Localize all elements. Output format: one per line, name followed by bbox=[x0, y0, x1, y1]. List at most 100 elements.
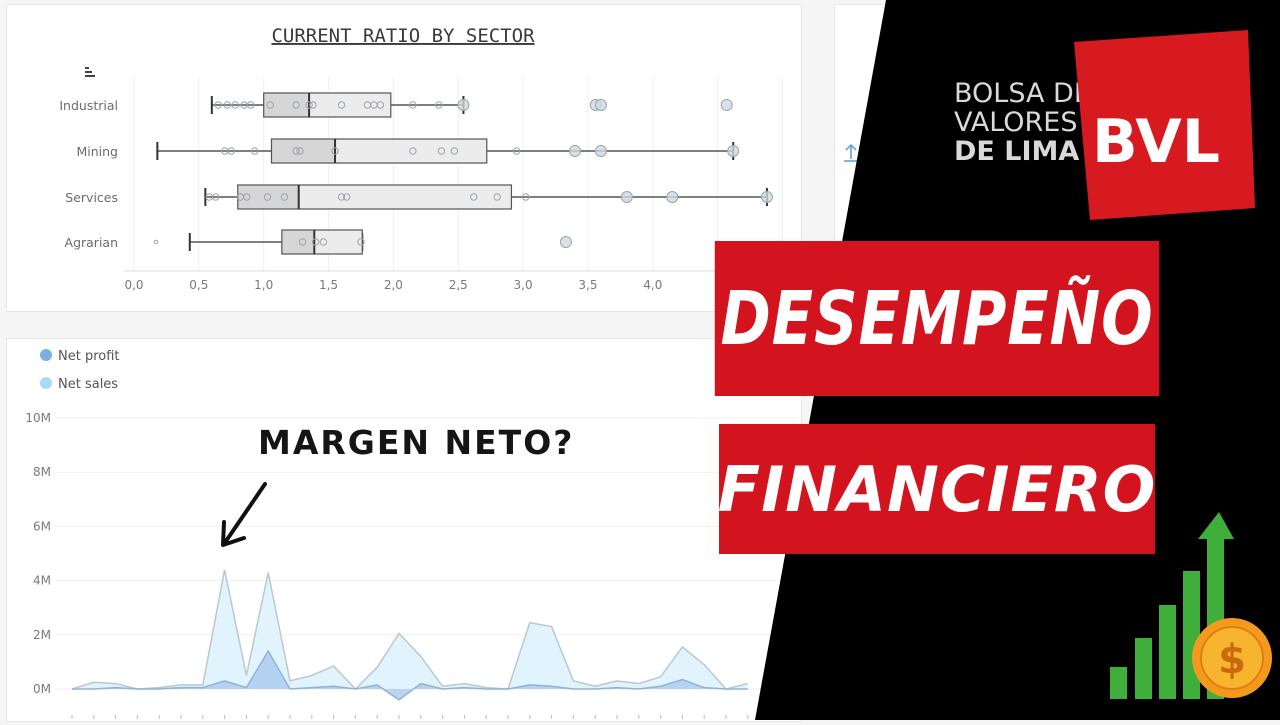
x-tick-label: 3,0 bbox=[514, 278, 533, 292]
box-upper bbox=[298, 184, 513, 210]
data-point[interactable] bbox=[512, 147, 521, 155]
data-point[interactable] bbox=[727, 145, 740, 157]
data-point[interactable] bbox=[292, 101, 300, 109]
category-label: Services bbox=[65, 190, 118, 205]
x-tick-label: 4,0 bbox=[643, 278, 662, 292]
x-tick-label: 0,0 bbox=[124, 278, 143, 292]
data-point[interactable] bbox=[298, 238, 307, 246]
upload-icon[interactable] bbox=[844, 143, 858, 162]
coin-icon: $ bbox=[1192, 618, 1272, 698]
legend-net-profit-marker bbox=[40, 349, 52, 361]
annotation-label: MARGEN NETO? bbox=[258, 423, 575, 462]
data-point[interactable] bbox=[243, 193, 251, 201]
data-point[interactable] bbox=[594, 145, 607, 157]
area-chart: Net profit Net sales 10M 8M 6M 4M 2M 0M bbox=[25, 349, 797, 719]
data-point[interactable] bbox=[280, 193, 289, 201]
data-point[interactable] bbox=[720, 99, 733, 111]
y-tick-label: 8M bbox=[33, 465, 51, 479]
data-point[interactable] bbox=[409, 101, 417, 109]
data-point[interactable] bbox=[666, 191, 679, 203]
logo-line-2: VALORES bbox=[954, 107, 1078, 138]
data-point[interactable] bbox=[250, 147, 259, 155]
data-point[interactable] bbox=[337, 193, 346, 201]
logo-line-1: BOLSA DE bbox=[954, 78, 1091, 109]
y-tick-label: 10M bbox=[25, 411, 51, 425]
data-point[interactable] bbox=[331, 147, 339, 155]
data-point[interactable] bbox=[212, 193, 220, 201]
data-point[interactable] bbox=[305, 101, 313, 109]
data-point[interactable] bbox=[227, 147, 235, 155]
data-point[interactable] bbox=[493, 193, 501, 201]
data-point[interactable] bbox=[296, 147, 304, 155]
data-point[interactable] bbox=[292, 147, 300, 155]
arrow-down-left-icon bbox=[221, 482, 267, 547]
data-point[interactable] bbox=[594, 99, 607, 111]
area-chart-panel: Net profit Net sales 10M 8M 6M 4M 2M 0M bbox=[6, 338, 802, 722]
bvl-logo: BOLSA DE VALORES DE LIMA BVL bbox=[954, 30, 1255, 220]
legend-net-sales[interactable]: Net sales bbox=[58, 377, 118, 392]
data-point[interactable] bbox=[231, 101, 239, 109]
boxplot-chart: CURRENT RATIO BY SECTOR 0,0 0,5 1,0 1,5 2,0 2… bbox=[59, 25, 797, 292]
data-point[interactable] bbox=[319, 238, 328, 246]
data-point[interactable] bbox=[760, 191, 773, 203]
sort-icon[interactable] bbox=[85, 67, 95, 77]
box-upper bbox=[334, 138, 488, 164]
category-label: Agrarian bbox=[65, 235, 118, 250]
y-tick-label: 6M bbox=[33, 519, 51, 533]
data-point[interactable] bbox=[437, 147, 446, 155]
data-point[interactable] bbox=[357, 238, 365, 246]
legend: Net profit Net sales bbox=[40, 349, 120, 392]
category-label: Mining bbox=[76, 144, 118, 159]
area-net-sales[interactable] bbox=[72, 569, 748, 689]
data-point[interactable] bbox=[343, 193, 351, 201]
data-point[interactable] bbox=[223, 101, 232, 109]
logo-mark: BVL bbox=[1092, 107, 1220, 177]
x-tick-label: 1,5 bbox=[319, 278, 338, 292]
data-point[interactable] bbox=[568, 145, 581, 157]
data-point[interactable] bbox=[409, 147, 417, 155]
data-point[interactable] bbox=[214, 101, 223, 109]
x-tick-label: 3,5 bbox=[578, 278, 597, 292]
data-point[interactable] bbox=[559, 236, 572, 248]
legend-net-profit[interactable]: Net profit bbox=[58, 349, 120, 364]
y-tick-label: 4M bbox=[33, 574, 51, 588]
x-tick-label: 1,0 bbox=[254, 278, 273, 292]
logo-red-square bbox=[1074, 30, 1255, 220]
data-point[interactable] bbox=[620, 191, 633, 203]
data-point[interactable] bbox=[153, 239, 159, 245]
y-tick-label: 2M bbox=[33, 628, 51, 642]
data-point[interactable] bbox=[376, 101, 385, 109]
coin-symbol: $ bbox=[1218, 637, 1246, 683]
box-services[interactable] bbox=[204, 184, 773, 210]
boxplot-panel: CURRENT RATIO BY SECTOR 0,0 0,5 1,0 1,5 2,0 2… bbox=[6, 4, 802, 312]
logo-line-3: DE LIMA bbox=[954, 136, 1079, 167]
data-point[interactable] bbox=[457, 99, 470, 111]
box-lower bbox=[263, 92, 310, 118]
data-point[interactable] bbox=[450, 147, 459, 155]
x-tick-label: 2,5 bbox=[449, 278, 468, 292]
data-point[interactable] bbox=[311, 238, 320, 246]
data-point[interactable] bbox=[266, 101, 274, 109]
legend-net-sales-marker bbox=[40, 377, 52, 389]
box-lower bbox=[237, 184, 300, 210]
chart-title: CURRENT RATIO BY SECTOR bbox=[271, 25, 535, 47]
bar-chart-growth-icon: $ bbox=[1110, 512, 1272, 699]
data-point[interactable] bbox=[309, 101, 317, 109]
data-point[interactable] bbox=[521, 193, 530, 201]
data-point[interactable] bbox=[435, 101, 443, 109]
x-tick-label: 2,0 bbox=[384, 278, 403, 292]
box-industrial[interactable] bbox=[210, 92, 733, 118]
data-point[interactable] bbox=[470, 193, 478, 201]
line-net-sales bbox=[71, 569, 748, 691]
headline-banner-1: DESEMPEÑO bbox=[714, 241, 1160, 396]
box-agrarian[interactable] bbox=[153, 229, 572, 255]
data-point[interactable] bbox=[263, 193, 272, 201]
box-upper bbox=[308, 92, 392, 118]
category-label: Industrial bbox=[59, 98, 118, 113]
y-tick-label: 0M bbox=[33, 682, 51, 696]
data-point[interactable] bbox=[247, 101, 255, 109]
area-net-profit[interactable] bbox=[72, 651, 748, 700]
box-mining[interactable] bbox=[156, 138, 740, 164]
data-point[interactable] bbox=[337, 101, 346, 109]
box-upper bbox=[313, 229, 363, 255]
